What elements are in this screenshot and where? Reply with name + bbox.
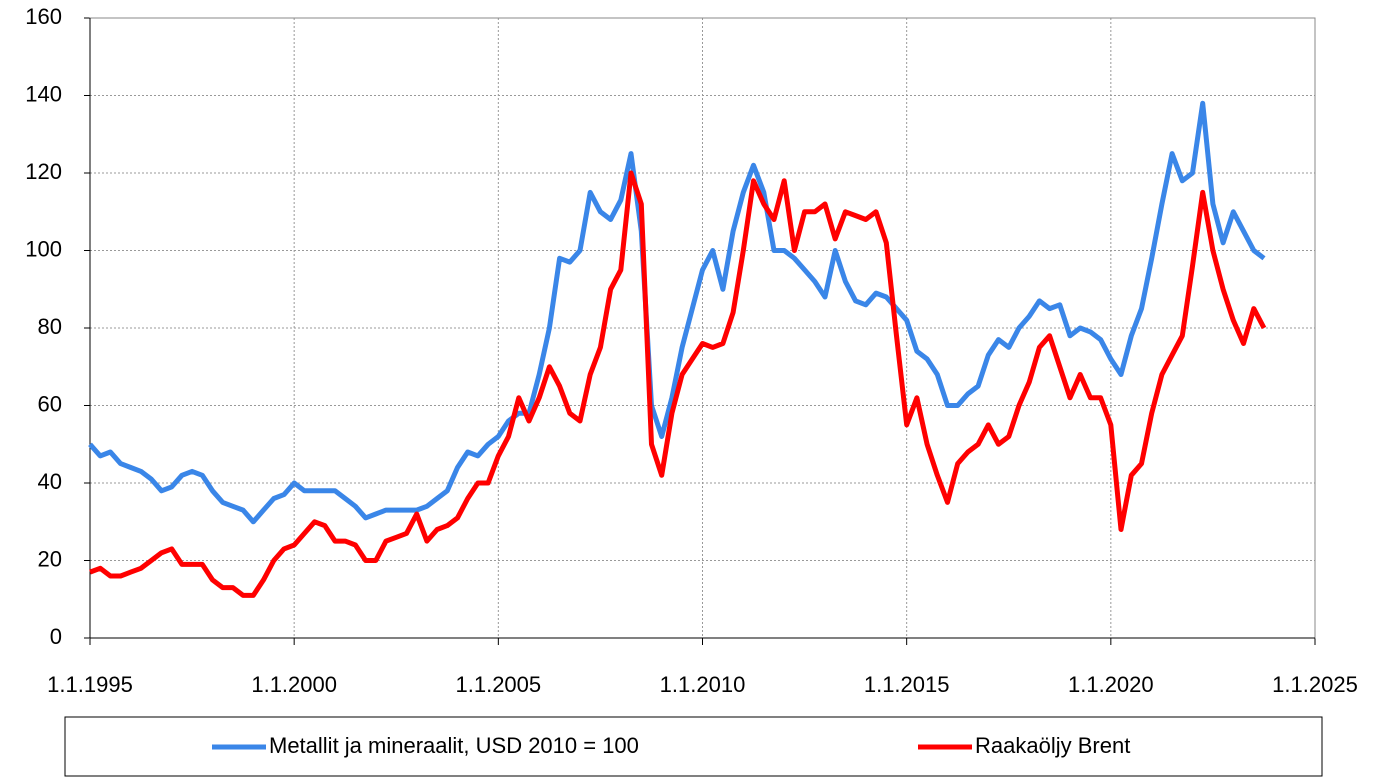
x-tick-label: 1.1.2010 xyxy=(660,672,746,697)
legend-box xyxy=(64,716,1323,777)
y-tick-label: 80 xyxy=(38,314,62,339)
y-tick-label: 120 xyxy=(25,159,62,184)
y-tick-label: 20 xyxy=(38,546,62,571)
x-tick-label: 1.1.2000 xyxy=(251,672,337,697)
x-tick-label: 1.1.2025 xyxy=(1272,672,1358,697)
series-line xyxy=(88,100,1266,525)
y-tick-label: 0 xyxy=(50,624,62,649)
legend-label: Metallit ja mineraalit, USD 2010 = 100 xyxy=(269,733,639,758)
y-tick-label: 140 xyxy=(25,81,62,106)
x-tick-label: 1.1.2005 xyxy=(456,672,542,697)
y-tick-label: 40 xyxy=(38,469,62,494)
x-tick-label: 1.1.1995 xyxy=(47,672,133,697)
y-tick-label: 100 xyxy=(25,236,62,261)
y-tick-label: 160 xyxy=(25,4,62,29)
x-tick-label: 1.1.2020 xyxy=(1068,672,1154,697)
series-line xyxy=(89,170,1267,598)
x-tick-label: 1.1.2015 xyxy=(864,672,950,697)
y-tick-label: 60 xyxy=(38,391,62,416)
legend-label: Raakaöljy Brent xyxy=(975,733,1130,758)
